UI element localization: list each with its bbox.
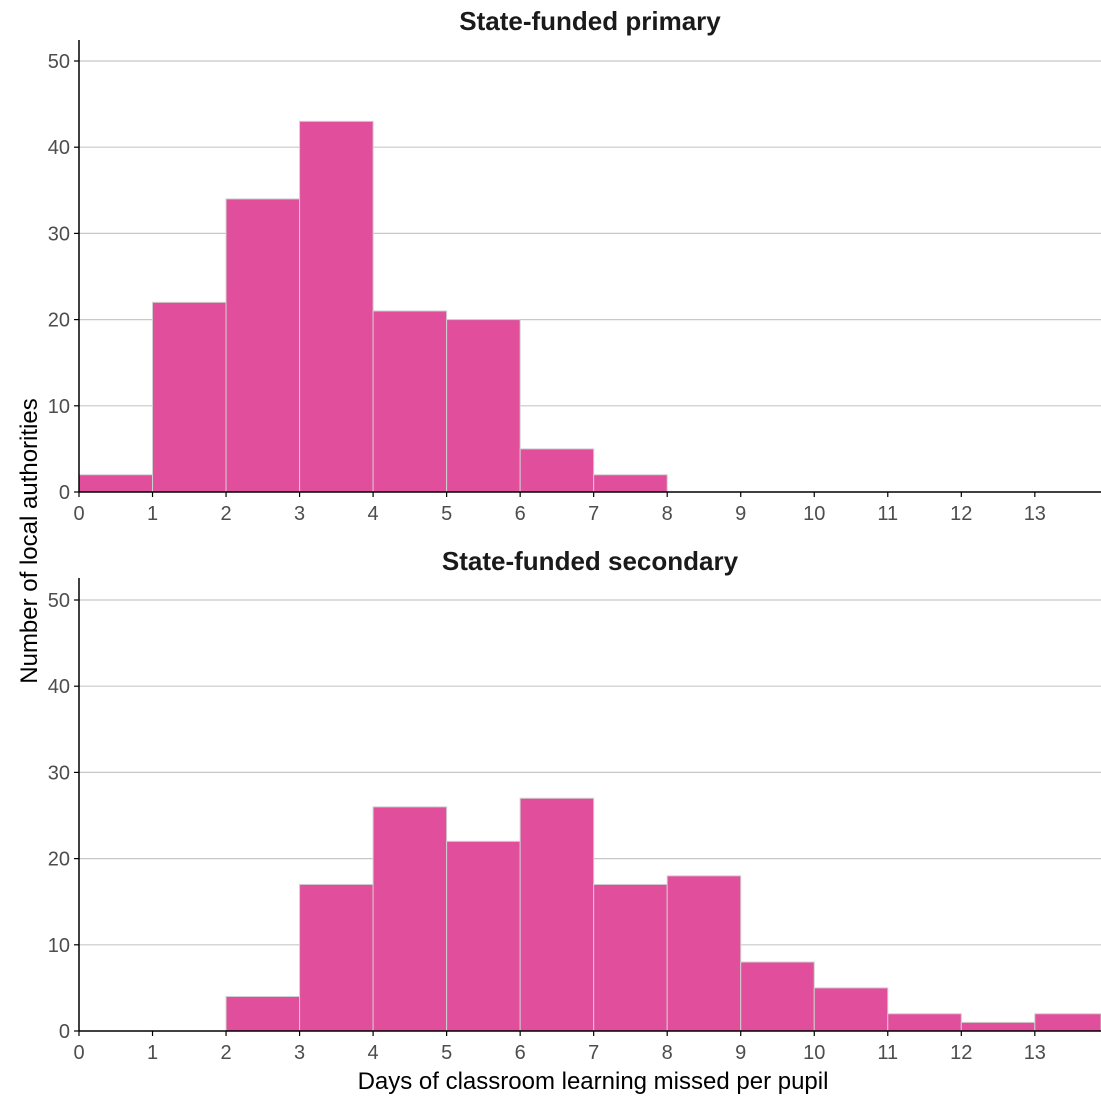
histogram-bar (666, 875, 742, 1032)
histogram-bar (152, 301, 227, 493)
y-tick-label: 20 (48, 310, 70, 332)
x-tick-label: 4 (368, 1042, 379, 1064)
x-tick-label: 9 (735, 1042, 746, 1064)
x-tick-label: 3 (294, 503, 305, 525)
x-tick-label: 11 (877, 503, 898, 525)
x-tick-label: 11 (877, 1042, 898, 1064)
y-tick-label: 20 (48, 849, 70, 871)
x-tick-label: 9 (735, 503, 746, 525)
x-tick-label: 13 (1024, 503, 1046, 525)
histogram-bar (78, 474, 154, 493)
histogram-bar (593, 474, 668, 493)
y-tick-label: 50 (48, 51, 70, 73)
chart-title: State-funded primary (459, 6, 721, 36)
x-tick-label: 10 (803, 503, 825, 525)
histogram-bar (225, 198, 301, 493)
y-axis-label-wrapper: Number of local authorities (0, 0, 43, 1101)
x-tick-label: 8 (662, 1042, 673, 1064)
x-tick-label: 3 (294, 1042, 305, 1064)
x-tick-label: 1 (147, 1042, 158, 1064)
x-tick-label: 7 (588, 503, 599, 525)
y-tick-label: 10 (48, 935, 70, 957)
histogram-bar (372, 310, 448, 493)
y-axis-label: Number of local authorities (16, 398, 43, 684)
y-tick-label: 0 (59, 1021, 70, 1043)
chart-title: State-funded secondary (442, 546, 739, 576)
y-tick-label: 30 (48, 762, 70, 784)
x-tick-label: 12 (950, 1042, 972, 1064)
y-tick-label: 50 (48, 590, 70, 612)
y-tick-label: 40 (48, 137, 70, 159)
histogram-bar (299, 120, 374, 493)
x-tick-label: 1 (147, 503, 158, 525)
x-tick-label: 10 (803, 1042, 825, 1064)
x-tick-label: 0 (73, 1042, 84, 1064)
x-tick-label: 5 (441, 1042, 452, 1064)
histogram-bar (1034, 1013, 1101, 1032)
histogram-bar (887, 1013, 962, 1032)
histogram-bar (372, 806, 448, 1032)
x-tick-label: 6 (515, 503, 526, 525)
y-tick-label: 40 (48, 676, 70, 698)
y-tick-label: 10 (48, 396, 70, 418)
x-tick-label: 2 (220, 503, 231, 525)
x-tick-label: 8 (662, 503, 673, 525)
histogram-bar (593, 883, 668, 1032)
x-axis-label: Days of classroom learning missed per pu… (357, 1068, 829, 1095)
histogram-bar (446, 840, 521, 1032)
histogram-bar (299, 883, 374, 1032)
histogram-bar (960, 1021, 1036, 1032)
x-tick-label: 4 (368, 503, 379, 525)
y-tick-label: 0 (59, 482, 70, 504)
histogram-bar (740, 961, 815, 1032)
histogram-bar (446, 319, 521, 493)
y-tick-label: 30 (48, 223, 70, 245)
x-tick-label: 5 (441, 503, 452, 525)
x-tick-label: 2 (220, 1042, 231, 1064)
histogram-bar (519, 797, 595, 1032)
histogram-bar (813, 987, 889, 1032)
x-tick-label: 13 (1024, 1042, 1046, 1064)
x-tick-label: 7 (588, 1042, 599, 1064)
x-tick-label: 6 (515, 1042, 526, 1064)
histogram-bar (519, 448, 595, 493)
x-tick-label: 0 (73, 503, 84, 525)
histogram-bar (225, 996, 301, 1032)
x-tick-label: 12 (950, 503, 972, 525)
